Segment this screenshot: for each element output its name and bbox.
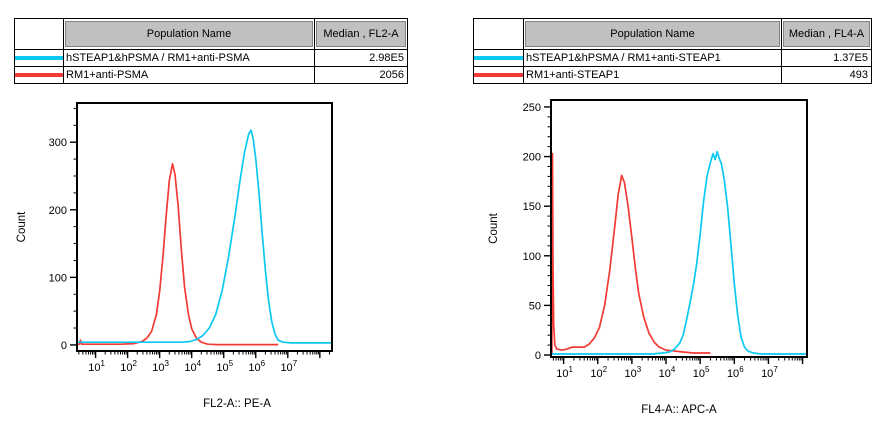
table-header-row: Population Name Median , FL2-A bbox=[14, 18, 408, 50]
swatch-cell bbox=[473, 49, 524, 67]
x-tick-label: 106 bbox=[727, 365, 744, 380]
population-name-header-label: Population Name bbox=[65, 21, 313, 47]
y-axis-ticks bbox=[70, 107, 77, 346]
y-tick-label: 250 bbox=[523, 102, 541, 114]
median-header-label: Median , FL4-A bbox=[783, 21, 870, 47]
population-name-cell: hSTEAP1&hPSMA / RM1+anti-PSMA bbox=[63, 49, 315, 67]
histogram-curve-cyan bbox=[552, 150, 806, 355]
x-axis-title: FL2-A:: PE-A bbox=[203, 398, 271, 410]
table-row: RM1+anti-PSMA 2056 bbox=[14, 66, 408, 84]
y-tick-label: 100 bbox=[523, 251, 541, 263]
table-header-row: Population Name Median , FL4-A bbox=[473, 18, 872, 50]
median-header: Median , FL2-A bbox=[314, 18, 408, 50]
median-value-cell: 2056 bbox=[314, 66, 408, 84]
histogram-curve-red bbox=[552, 152, 711, 354]
y-tick-label: 0 bbox=[535, 350, 541, 362]
x-tick-label: 105 bbox=[216, 359, 233, 374]
population-name-cell: RM1+anti-STEAP1 bbox=[523, 66, 782, 84]
median-value-cell: 1.37E5 bbox=[781, 49, 872, 67]
y-tick-label: 50 bbox=[529, 300, 541, 312]
x-tick-label: 105 bbox=[693, 365, 710, 380]
population-name-header-label: Population Name bbox=[525, 21, 780, 47]
stats-table: Population Name Median , FL4-A hSTEAP1&h… bbox=[473, 18, 872, 84]
table-row: hSTEAP1&hPSMA / RM1+anti-STEAP1 1.37E5 bbox=[473, 49, 872, 67]
swatch-column-header bbox=[14, 18, 64, 50]
histogram-curve-cyan bbox=[78, 129, 331, 344]
y-axis-title: Count bbox=[488, 212, 500, 243]
series-color-swatch bbox=[15, 73, 63, 77]
y-tick-label: 200 bbox=[523, 152, 541, 164]
x-tick-label: 102 bbox=[120, 359, 137, 374]
median-value-cell: 493 bbox=[781, 66, 872, 84]
y-tick-label: 100 bbox=[49, 272, 67, 284]
y-axis-ticks bbox=[544, 106, 551, 356]
x-tick-label: 107 bbox=[761, 365, 778, 380]
x-axis-ticks bbox=[552, 357, 804, 364]
population-name-header: Population Name bbox=[63, 18, 315, 50]
plot-border bbox=[550, 99, 808, 358]
swatch-column-header bbox=[473, 18, 524, 50]
x-tick-label: 104 bbox=[184, 359, 201, 374]
plot-border bbox=[76, 102, 333, 352]
right-stats-table: Population Name Median , FL4-A hSTEAP1&h… bbox=[473, 18, 872, 84]
series-color-swatch bbox=[15, 56, 63, 60]
table-row: RM1+anti-STEAP1 493 bbox=[473, 66, 872, 84]
population-name-cell: RM1+anti-PSMA bbox=[63, 66, 315, 84]
stats-table: Population Name Median , FL2-A hSTEAP1&h… bbox=[14, 18, 408, 84]
x-tick-label: 106 bbox=[248, 359, 265, 374]
median-header-label: Median , FL2-A bbox=[316, 21, 406, 47]
x-axis-ticks bbox=[78, 351, 330, 358]
y-axis-title: Count bbox=[16, 211, 28, 242]
y-tick-label: 300 bbox=[49, 137, 67, 149]
left-stats-table: Population Name Median , FL2-A hSTEAP1&h… bbox=[14, 18, 408, 84]
histogram-curve-red bbox=[78, 162, 279, 346]
population-name-header: Population Name bbox=[523, 18, 782, 50]
y-tick-label: 150 bbox=[523, 201, 541, 213]
series-color-swatch bbox=[474, 73, 523, 77]
x-tick-label: 102 bbox=[590, 365, 607, 380]
x-tick-label: 103 bbox=[625, 365, 642, 380]
y-tick-label: 0 bbox=[61, 340, 67, 352]
x-tick-label: 104 bbox=[659, 365, 676, 380]
y-tick-label: 200 bbox=[49, 205, 67, 217]
median-value-cell: 2.98E5 bbox=[314, 49, 408, 67]
swatch-cell bbox=[14, 49, 64, 67]
x-axis-title: FL4-A:: APC-A bbox=[641, 404, 717, 416]
swatch-cell bbox=[473, 66, 524, 84]
series-color-swatch bbox=[474, 56, 523, 60]
median-header: Median , FL4-A bbox=[781, 18, 872, 50]
x-tick-label: 103 bbox=[152, 359, 169, 374]
x-tick-label: 101 bbox=[556, 365, 573, 380]
swatch-cell bbox=[14, 66, 64, 84]
x-tick-label: 101 bbox=[88, 359, 105, 374]
right-histogram-chart: 0 50 100 150 200 250 101 102 103 104 105 106 107 FL4-… bbox=[488, 99, 808, 416]
x-tick-label: 107 bbox=[280, 359, 297, 374]
table-row: hSTEAP1&hPSMA / RM1+anti-PSMA 2.98E5 bbox=[14, 49, 408, 67]
population-name-cell: hSTEAP1&hPSMA / RM1+anti-STEAP1 bbox=[523, 49, 782, 67]
